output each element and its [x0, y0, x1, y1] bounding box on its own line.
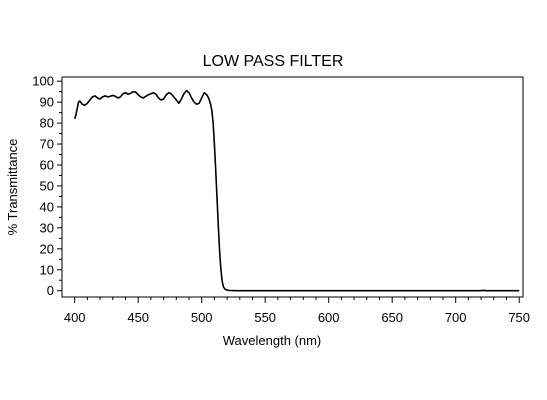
- y-tick-label: 10: [40, 262, 54, 277]
- y-tick-label: 20: [40, 241, 54, 256]
- x-tick-label: 550: [254, 310, 276, 325]
- y-axis: 0 10 20 30 40 50 60 70 80 90 100: [32, 74, 62, 298]
- x-tick-label: 650: [381, 310, 403, 325]
- y-tick-label: 50: [40, 178, 54, 193]
- y-tick-label: 0: [47, 283, 54, 298]
- x-axis-label: Wavelength (nm): [223, 333, 322, 348]
- y-tick-label: 90: [40, 95, 54, 110]
- x-tick-label: 450: [127, 310, 149, 325]
- series-line-0: [73, 89, 520, 292]
- x-tick-label: 500: [191, 310, 213, 325]
- y-tick-label: 30: [40, 220, 54, 235]
- x-axis: 400 450 500 550 600 650 700 750: [64, 297, 530, 325]
- plot-frame: [61, 76, 524, 298]
- x-tick-label: 750: [508, 310, 530, 325]
- y-tick-label: 60: [40, 158, 54, 173]
- plot-border: [61, 76, 524, 298]
- x-tick-label: 700: [445, 310, 467, 325]
- y-tick-label: 100: [32, 74, 54, 89]
- x-tick-label: 400: [64, 310, 86, 325]
- y-tick-label: 40: [40, 199, 54, 214]
- chart-title: LOW PASS FILTER: [203, 53, 344, 70]
- y-tick-label: 70: [40, 137, 54, 152]
- y-tick-label: 80: [40, 116, 54, 131]
- series-layer: [73, 89, 520, 292]
- y-axis-label: % Transmittance: [5, 139, 20, 236]
- x-tick-label: 600: [318, 310, 340, 325]
